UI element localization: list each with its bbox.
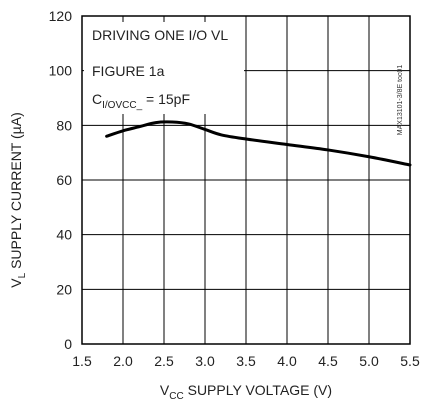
x-axis-label-rest: SUPPLY VOLTAGE (V)	[184, 382, 332, 398]
annotation-line-3-main: C	[92, 91, 102, 107]
plot-frame	[81, 15, 411, 345]
annotation-line-1: DRIVING ONE I/O VL	[92, 27, 228, 43]
x-tick-label: 5.5	[400, 353, 420, 369]
x-tick-label: 5.0	[359, 353, 379, 369]
annotation-line-2: FIGURE 1a	[92, 63, 165, 79]
y-tick-label: 60	[56, 172, 72, 188]
x-tick-label: 2.5	[154, 353, 174, 369]
x-tick-label: 4.5	[318, 353, 338, 369]
tick-labels: 1.5 2.0 2.5 3.0 3.5 4.0 4.5 5.0 5.5 0 20 40 60 80 100 1…	[49, 8, 420, 369]
y-axis-label-sub: L	[17, 272, 28, 278]
y-tick-label: 40	[56, 227, 72, 243]
x-tick-label: 3.5	[236, 353, 256, 369]
annotation-line-3: CI/OVCC_ = 15pF	[92, 91, 190, 111]
series-layer	[105, 120, 412, 167]
annotations: DRIVING ONE I/O VL FIGURE 1a CI/OVCC_ = …	[84, 22, 244, 114]
x-tick-label: 4.0	[277, 353, 297, 369]
x-tick-label: 3.0	[195, 353, 215, 369]
y-tick-label: 80	[56, 117, 72, 133]
series-line	[105, 120, 412, 167]
x-axis-label: VCC SUPPLY VOLTAGE (V)	[160, 382, 332, 402]
y-axis-label-main: V	[8, 278, 24, 288]
x-axis-label-main: V	[160, 382, 170, 398]
y-axis-label: VL SUPPLY CURRENT (µA)	[8, 112, 28, 287]
y-tick-label: 100	[49, 63, 73, 79]
x-tick-label: 2.0	[113, 353, 133, 369]
y-axis-label-rest: SUPPLY CURRENT (µA)	[8, 112, 24, 273]
x-axis-label-sub: CC	[169, 391, 183, 402]
x-tick-label: 1.5	[72, 353, 92, 369]
y-tick-label: 120	[49, 8, 73, 24]
annotation-background	[84, 22, 244, 114]
y-tick-label: 20	[56, 281, 72, 297]
y-tick-label: 0	[64, 336, 72, 352]
watermark: MAX13101-3/8E toc01	[397, 65, 404, 136]
annotation-line-3-rest: = 15pF	[142, 91, 190, 107]
annotation-line-3-sub: I/OVCC_	[102, 100, 142, 111]
